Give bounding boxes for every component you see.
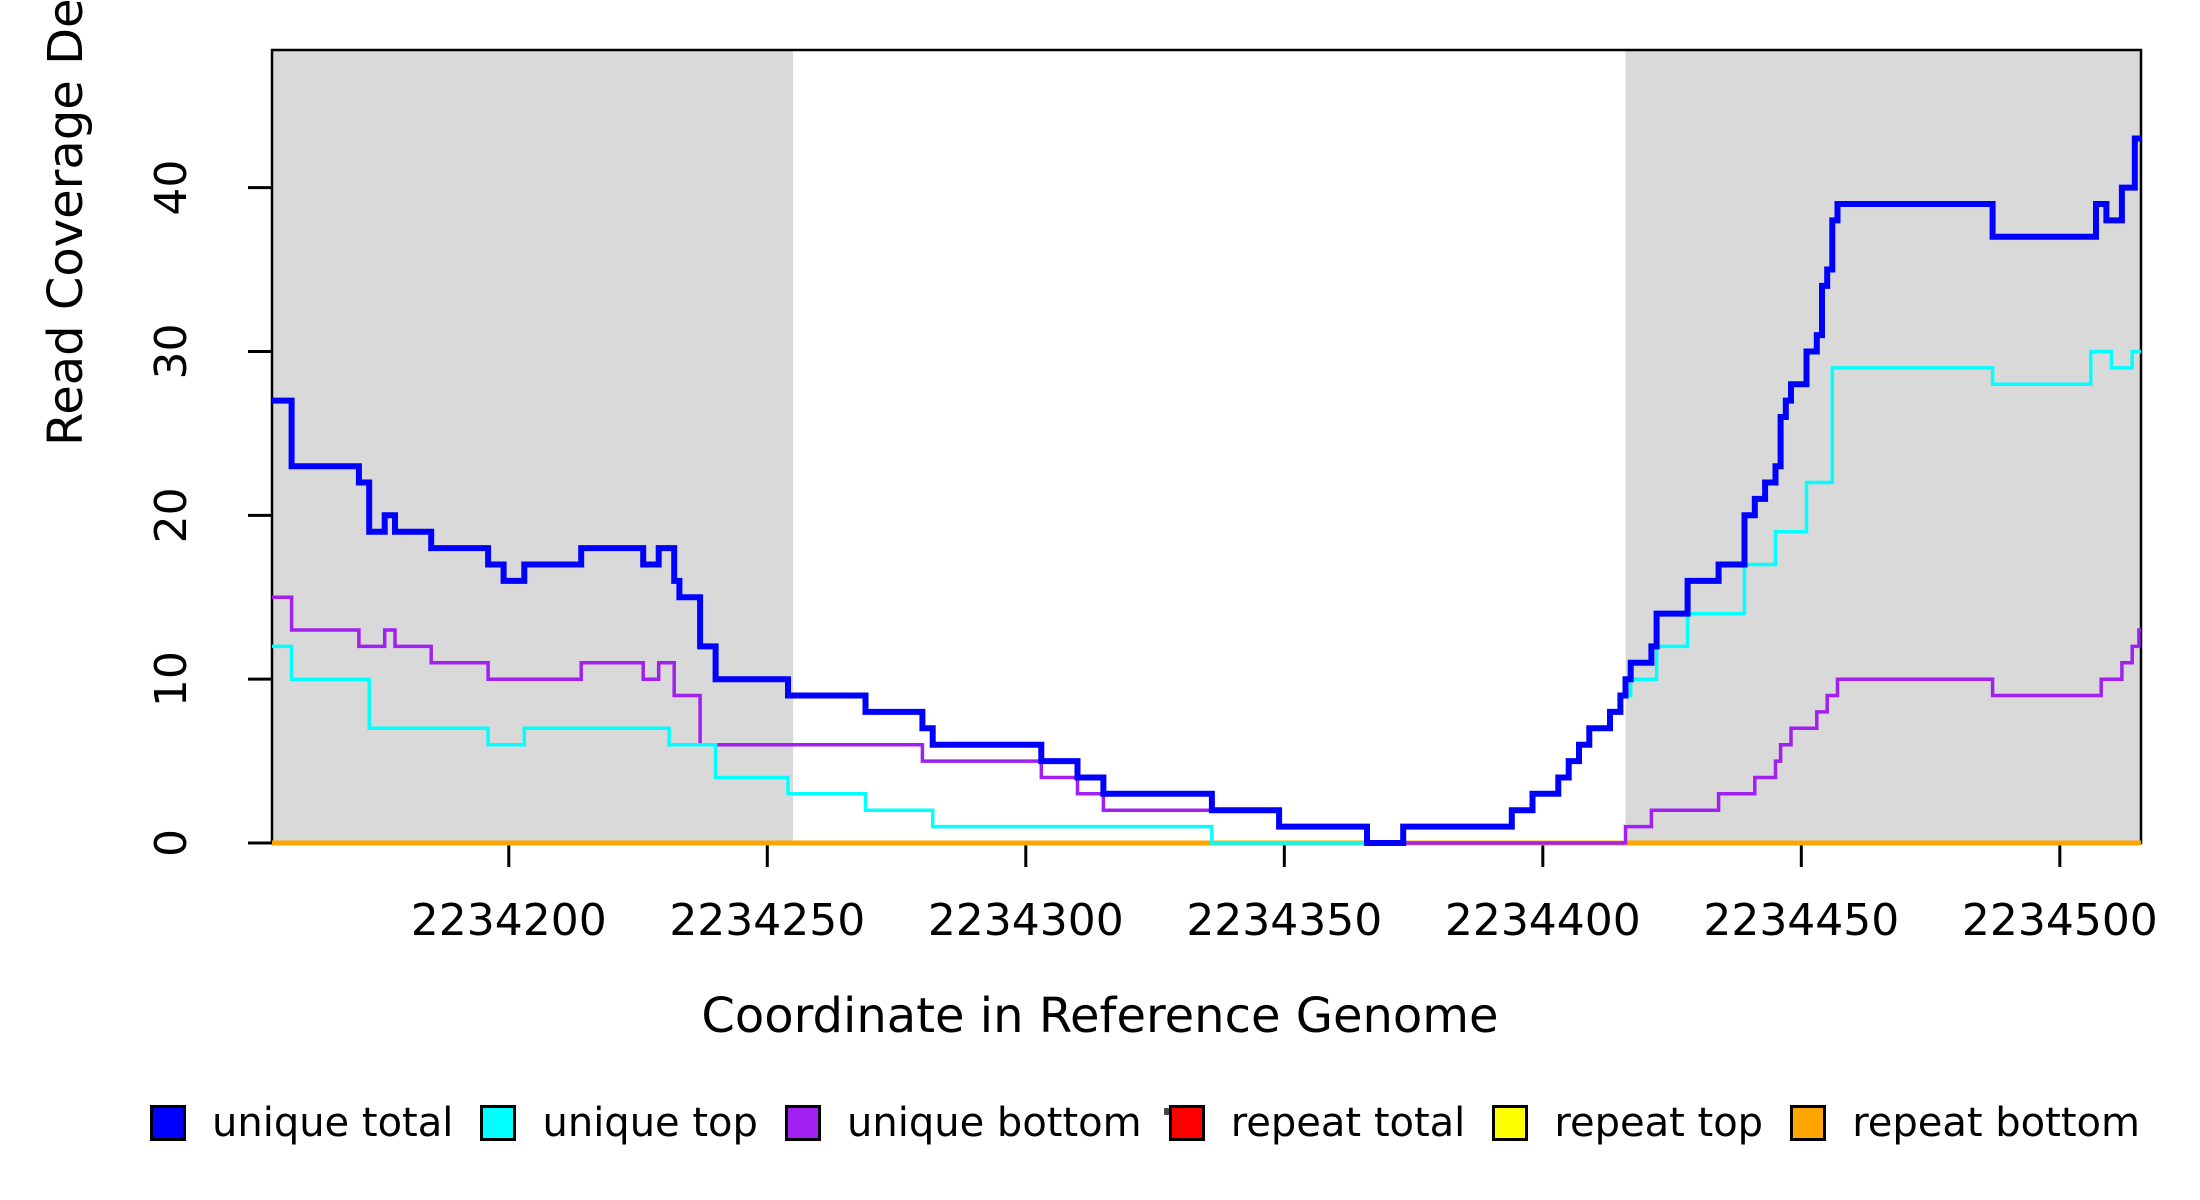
legend-item-repeat-bottom: repeat bottom xyxy=(1790,1100,2140,1146)
legend-label: unique total xyxy=(212,1100,454,1146)
legend-swatch-icon xyxy=(1168,1105,1205,1141)
legend-swatch-icon xyxy=(785,1105,822,1141)
legend-label: unique bottom xyxy=(847,1100,1142,1146)
x-tick-label: 2234200 xyxy=(411,895,607,946)
legend-item-unique-total: unique total xyxy=(150,1100,453,1146)
y-tick-label: 30 xyxy=(146,323,197,379)
x-tick-label: 2234350 xyxy=(1186,895,1382,946)
legend-swatch-icon xyxy=(1790,1105,1827,1141)
x-tick-label: 2234450 xyxy=(1703,895,1899,946)
x-tick-label: 2234300 xyxy=(928,895,1124,946)
legend-item-repeat-total: repeat total xyxy=(1168,1100,1466,1146)
x-tick-label: 2234250 xyxy=(669,895,865,946)
x-tick-label: 2234400 xyxy=(1445,895,1641,946)
y-tick-label: 10 xyxy=(146,651,197,707)
left-gray-band xyxy=(272,50,794,843)
x-tick-label: 2234500 xyxy=(1962,895,2158,946)
legend-swatch-icon xyxy=(1492,1105,1529,1141)
y-tick-label: 20 xyxy=(146,487,197,543)
legend-item-repeat-top: repeat top xyxy=(1492,1100,1763,1146)
legend-swatch-icon xyxy=(150,1105,186,1141)
stray-mark xyxy=(1164,1108,1169,1115)
legend-label: repeat bottom xyxy=(1852,1100,2140,1146)
legend-item-unique-bottom: unique bottom xyxy=(785,1100,1142,1146)
y-tick-label: 0 xyxy=(146,829,197,857)
y-tick-label: 40 xyxy=(146,160,197,216)
right-gray-band xyxy=(1625,50,2141,843)
legend-label: repeat top xyxy=(1554,1100,1764,1146)
legend: unique total unique top unique bottom repea… xyxy=(150,1100,2140,1146)
legend-item-unique-top: unique top xyxy=(480,1100,758,1146)
legend-label: repeat total xyxy=(1230,1100,1466,1146)
legend-swatch-icon xyxy=(480,1105,517,1141)
legend-label: unique top xyxy=(542,1100,758,1146)
series-line-unique-total xyxy=(272,135,2141,846)
x-axis-title: Coordinate in Reference Genome xyxy=(701,988,1499,1044)
